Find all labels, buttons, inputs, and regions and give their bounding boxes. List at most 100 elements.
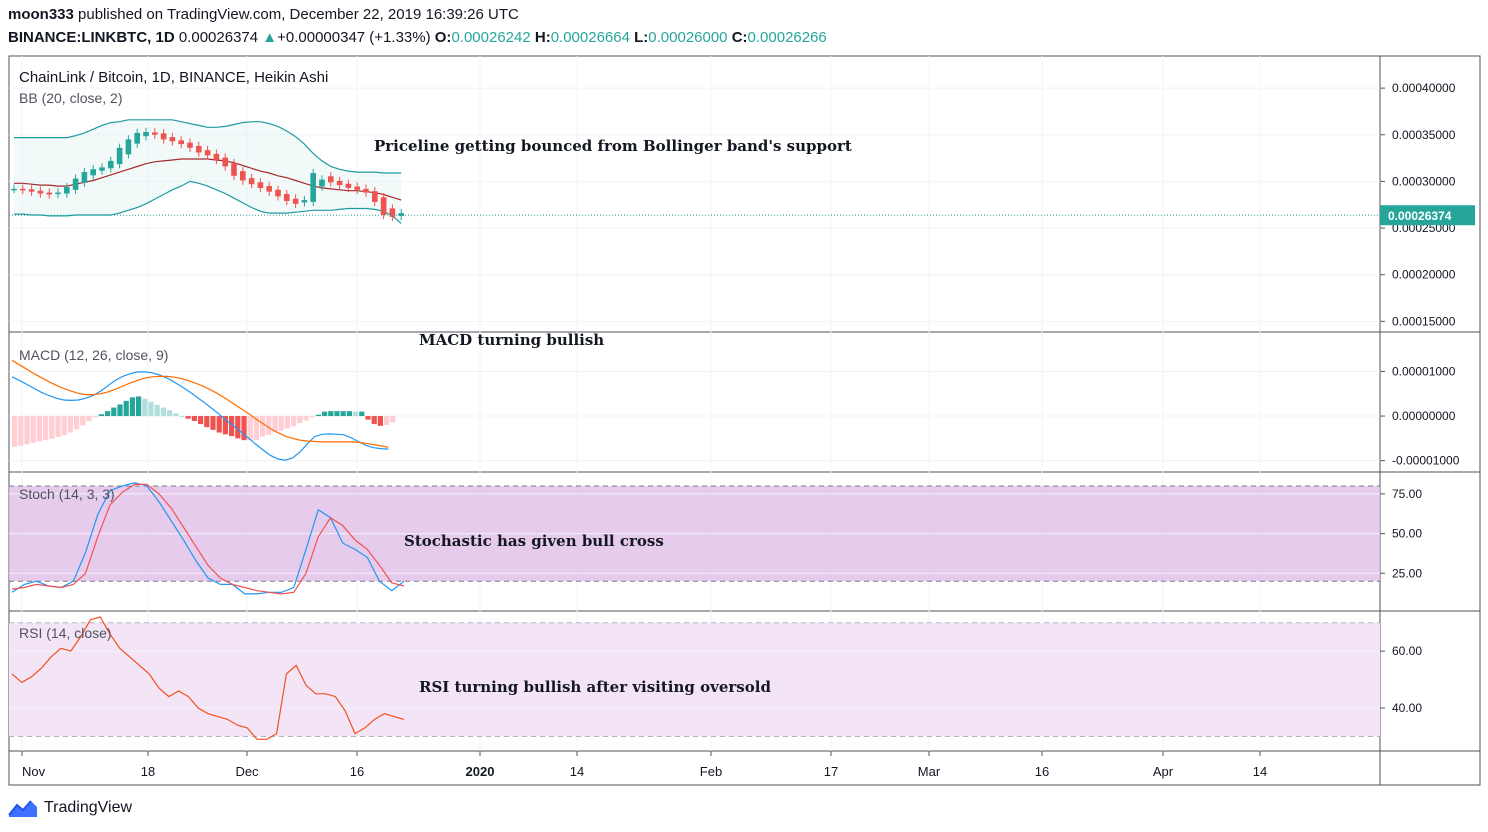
annotation-bollinger: Priceline getting bounced from Bollinger…	[374, 137, 852, 155]
macd-histogram-bar	[322, 411, 328, 417]
macd-histogram-bar	[241, 416, 247, 441]
candle-body	[134, 132, 140, 144]
time-tick-label: 2020	[466, 764, 495, 779]
candle-body	[152, 132, 158, 135]
candle-body	[125, 139, 132, 155]
macd-histogram-bar	[142, 398, 148, 417]
candle-body	[222, 157, 228, 167]
candle-body	[275, 189, 281, 197]
macd-histogram-bar	[30, 416, 36, 443]
candle-body	[196, 145, 202, 153]
tradingview-brand: TradingView	[44, 799, 133, 816]
high-label: H:	[534, 29, 551, 46]
price-tick-label: 0.00020000	[1392, 268, 1456, 282]
macd-histogram-bar	[235, 416, 241, 439]
macd-histogram-bar	[253, 416, 259, 441]
candle-body	[266, 186, 272, 192]
candle-body	[160, 133, 167, 140]
candle-body	[55, 192, 61, 195]
macd-histogram-bar	[179, 416, 185, 418]
candle-body	[310, 173, 316, 202]
stoch-k-line	[11, 482, 405, 595]
macd-histogram-bar	[390, 416, 396, 423]
macd-histogram-bar	[371, 416, 377, 425]
candle-body	[28, 189, 35, 192]
macd-histogram-bar	[12, 416, 18, 447]
macd-histogram-bar	[222, 416, 228, 435]
macd-histogram-bar	[297, 416, 303, 424]
candle-body	[178, 140, 184, 145]
tradingview-footer[interactable]: TradingView	[8, 798, 132, 818]
candle-body	[20, 188, 26, 191]
macd-histogram-bar	[309, 416, 315, 418]
publish-info: moon333 published on TradingView.com, De…	[8, 6, 519, 23]
macd-histogram-bar	[111, 407, 117, 417]
high-value: 0.00026664	[550, 29, 630, 46]
candle-body	[90, 169, 96, 176]
stoch-tick-label: 25.00	[1392, 566, 1422, 580]
macd-histogram-bar	[49, 416, 55, 439]
price-tag: 0.00026374	[1388, 209, 1452, 223]
macd-histogram-bar	[266, 416, 272, 435]
macd-histogram-bar	[365, 416, 371, 420]
price-tick-label: 0.00040000	[1392, 81, 1456, 95]
candle-body	[231, 163, 237, 176]
macd-histogram-bar	[98, 414, 104, 417]
candle-body	[389, 208, 396, 217]
macd-histogram-bar	[61, 416, 67, 436]
time-tick-label: 18	[141, 764, 155, 779]
annotation-macd: MACD turning bullish	[419, 331, 604, 349]
time-tick-label: 17	[824, 764, 838, 779]
annotation-rsi: RSI turning bullish after visiting overs…	[419, 678, 771, 696]
close-label: C:	[731, 29, 748, 46]
candle-body	[372, 191, 378, 202]
macd-histogram-bar	[384, 416, 390, 425]
annotation-stoch: Stochastic has given bull cross	[404, 532, 664, 550]
candle-body	[328, 176, 334, 183]
macd-histogram-bar	[247, 416, 253, 441]
macd-histogram-bar	[86, 416, 92, 421]
time-tick-label: Dec	[235, 764, 259, 779]
price-tick-label: 0.00015000	[1392, 314, 1456, 328]
stoch-tick-label: 75.00	[1392, 487, 1422, 501]
macd-histogram-bar	[210, 416, 216, 430]
candle-body	[11, 188, 17, 191]
macd-histogram-bar	[148, 401, 154, 417]
macd-histogram-bar	[129, 397, 135, 417]
candles	[11, 127, 404, 222]
rsi-tick-label: 40.00	[1392, 701, 1422, 715]
macd-histogram-bar	[216, 416, 222, 433]
stoch-tick-label: 50.00	[1392, 527, 1422, 541]
price-tick-label: 0.00030000	[1392, 174, 1456, 188]
macd-tick-label: 0.00001000	[1392, 364, 1456, 378]
author-name[interactable]: moon333	[8, 6, 74, 23]
stoch-label: Stoch (14, 3, 3)	[19, 486, 115, 502]
macd-histogram-bar	[43, 416, 49, 441]
symbol-info: BINANCE:LINKBTC, 1D 0.00026374 ▲+0.00000…	[8, 29, 827, 46]
chart-frame	[8, 55, 1481, 786]
last-price: 0.00026374	[178, 29, 259, 46]
macd-line	[11, 371, 389, 461]
candle-body	[143, 131, 149, 137]
signal-line	[11, 359, 389, 448]
open-value: 0.00026242	[451, 29, 531, 46]
candle-body	[354, 186, 360, 190]
macd-histogram-bar	[315, 414, 321, 417]
macd-histogram-bar	[191, 416, 197, 421]
macd-histogram-bar	[340, 411, 346, 417]
low-label: L:	[634, 29, 649, 46]
tradingview-logo-icon	[8, 800, 37, 817]
time-tick-label: 16	[350, 764, 364, 779]
price-change: +0.00000347 (+1.33%)	[277, 29, 431, 46]
symbol-name: BINANCE:LINKBTC, 1D	[8, 29, 175, 46]
rsi-line	[11, 616, 405, 740]
macd-histogram-bar	[18, 416, 24, 446]
macd-label: MACD (12, 26, close, 9)	[19, 347, 168, 363]
candle-body	[398, 213, 404, 216]
macd-histogram-bar	[92, 416, 98, 418]
macd-histogram-bar	[80, 416, 86, 426]
macd-histogram-bar	[185, 416, 191, 419]
time-tick-label: 14	[570, 764, 584, 779]
macd-histogram-bar	[74, 416, 80, 430]
